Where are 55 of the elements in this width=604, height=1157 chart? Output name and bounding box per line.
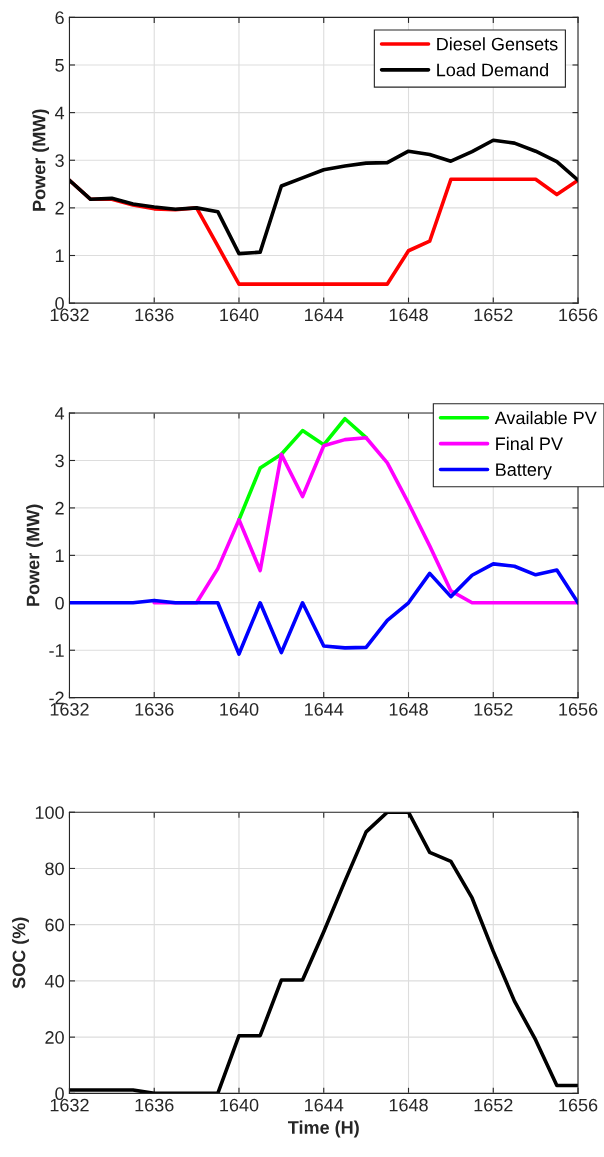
x-tick-label: 1652 [474, 308, 513, 322]
x-tick-label: 1648 [389, 308, 428, 322]
x-tick-label: 1648 [389, 1098, 428, 1112]
y-tick-label: 0 [55, 596, 64, 610]
line-series [237, 416, 368, 522]
y-tick-label: 1 [55, 249, 64, 263]
line-series [152, 435, 579, 605]
legend-label: Final PV [496, 436, 563, 451]
x-tick-label: 1652 [474, 703, 513, 716]
x-tick-label: 1644 [305, 1098, 344, 1112]
x-tick-label: 1632 [50, 703, 89, 716]
x-tick-label: 1636 [135, 1098, 174, 1112]
y-tick-label: 0 [55, 1087, 64, 1101]
legend-label: Load Demand [437, 63, 549, 77]
line-series [69, 812, 579, 1094]
y-tick-label: 1 [55, 549, 64, 562]
y-tick-label: 3 [55, 454, 64, 468]
line-series [69, 138, 579, 256]
x-axis-title: Time (H) [288, 1120, 359, 1138]
x-tick-label: 1636 [135, 703, 174, 716]
y-tick-label: 4 [54, 106, 65, 120]
y-tick-label: 0 [55, 297, 64, 310]
x-tick-label: 1644 [305, 703, 344, 716]
y-tick-label: 100 [35, 806, 64, 819]
y-axis-title: Power (MW) [32, 109, 49, 211]
x-tick-label: 1636 [135, 308, 174, 322]
x-tick-label: 1640 [220, 703, 259, 716]
y-tick-label: 5 [55, 59, 64, 72]
x-tick-label: 1648 [389, 703, 428, 716]
x-tick-label: 1632 [50, 308, 89, 322]
x-tick-label: 1644 [305, 308, 344, 322]
y-tick-label: 60 [45, 918, 64, 932]
y-tick-label: 6 [55, 11, 64, 25]
x-tick-label: 1656 [559, 308, 598, 322]
y-tick-label: 2 [55, 501, 64, 515]
y-tick-label: 80 [45, 862, 64, 876]
y-axis-title: SOC (%) [12, 917, 29, 989]
y-tick-label: -1 [49, 644, 64, 657]
y-tick-label: 3 [55, 154, 64, 167]
y-tick-label: 20 [45, 1031, 64, 1044]
x-tick-label: 1656 [559, 1098, 598, 1112]
legend-label: Diesel Gensets [437, 37, 558, 51]
y-tick-label: 4 [54, 407, 65, 420]
x-tick-label: 1640 [220, 308, 259, 322]
line-series [69, 562, 579, 656]
x-tick-label: 1632 [50, 1098, 89, 1112]
legend-label: Available PV [494, 411, 597, 425]
x-tick-label: 1652 [474, 1098, 513, 1112]
legend-label: Battery [496, 463, 552, 480]
x-tick-label: 1640 [220, 1098, 259, 1112]
y-tick-label: -2 [49, 691, 64, 705]
y-axis-title: Power (MW) [26, 504, 43, 606]
x-tick-label: 1656 [559, 703, 598, 716]
y-tick-label: 40 [44, 974, 64, 988]
y-tick-label: 2 [55, 201, 64, 215]
